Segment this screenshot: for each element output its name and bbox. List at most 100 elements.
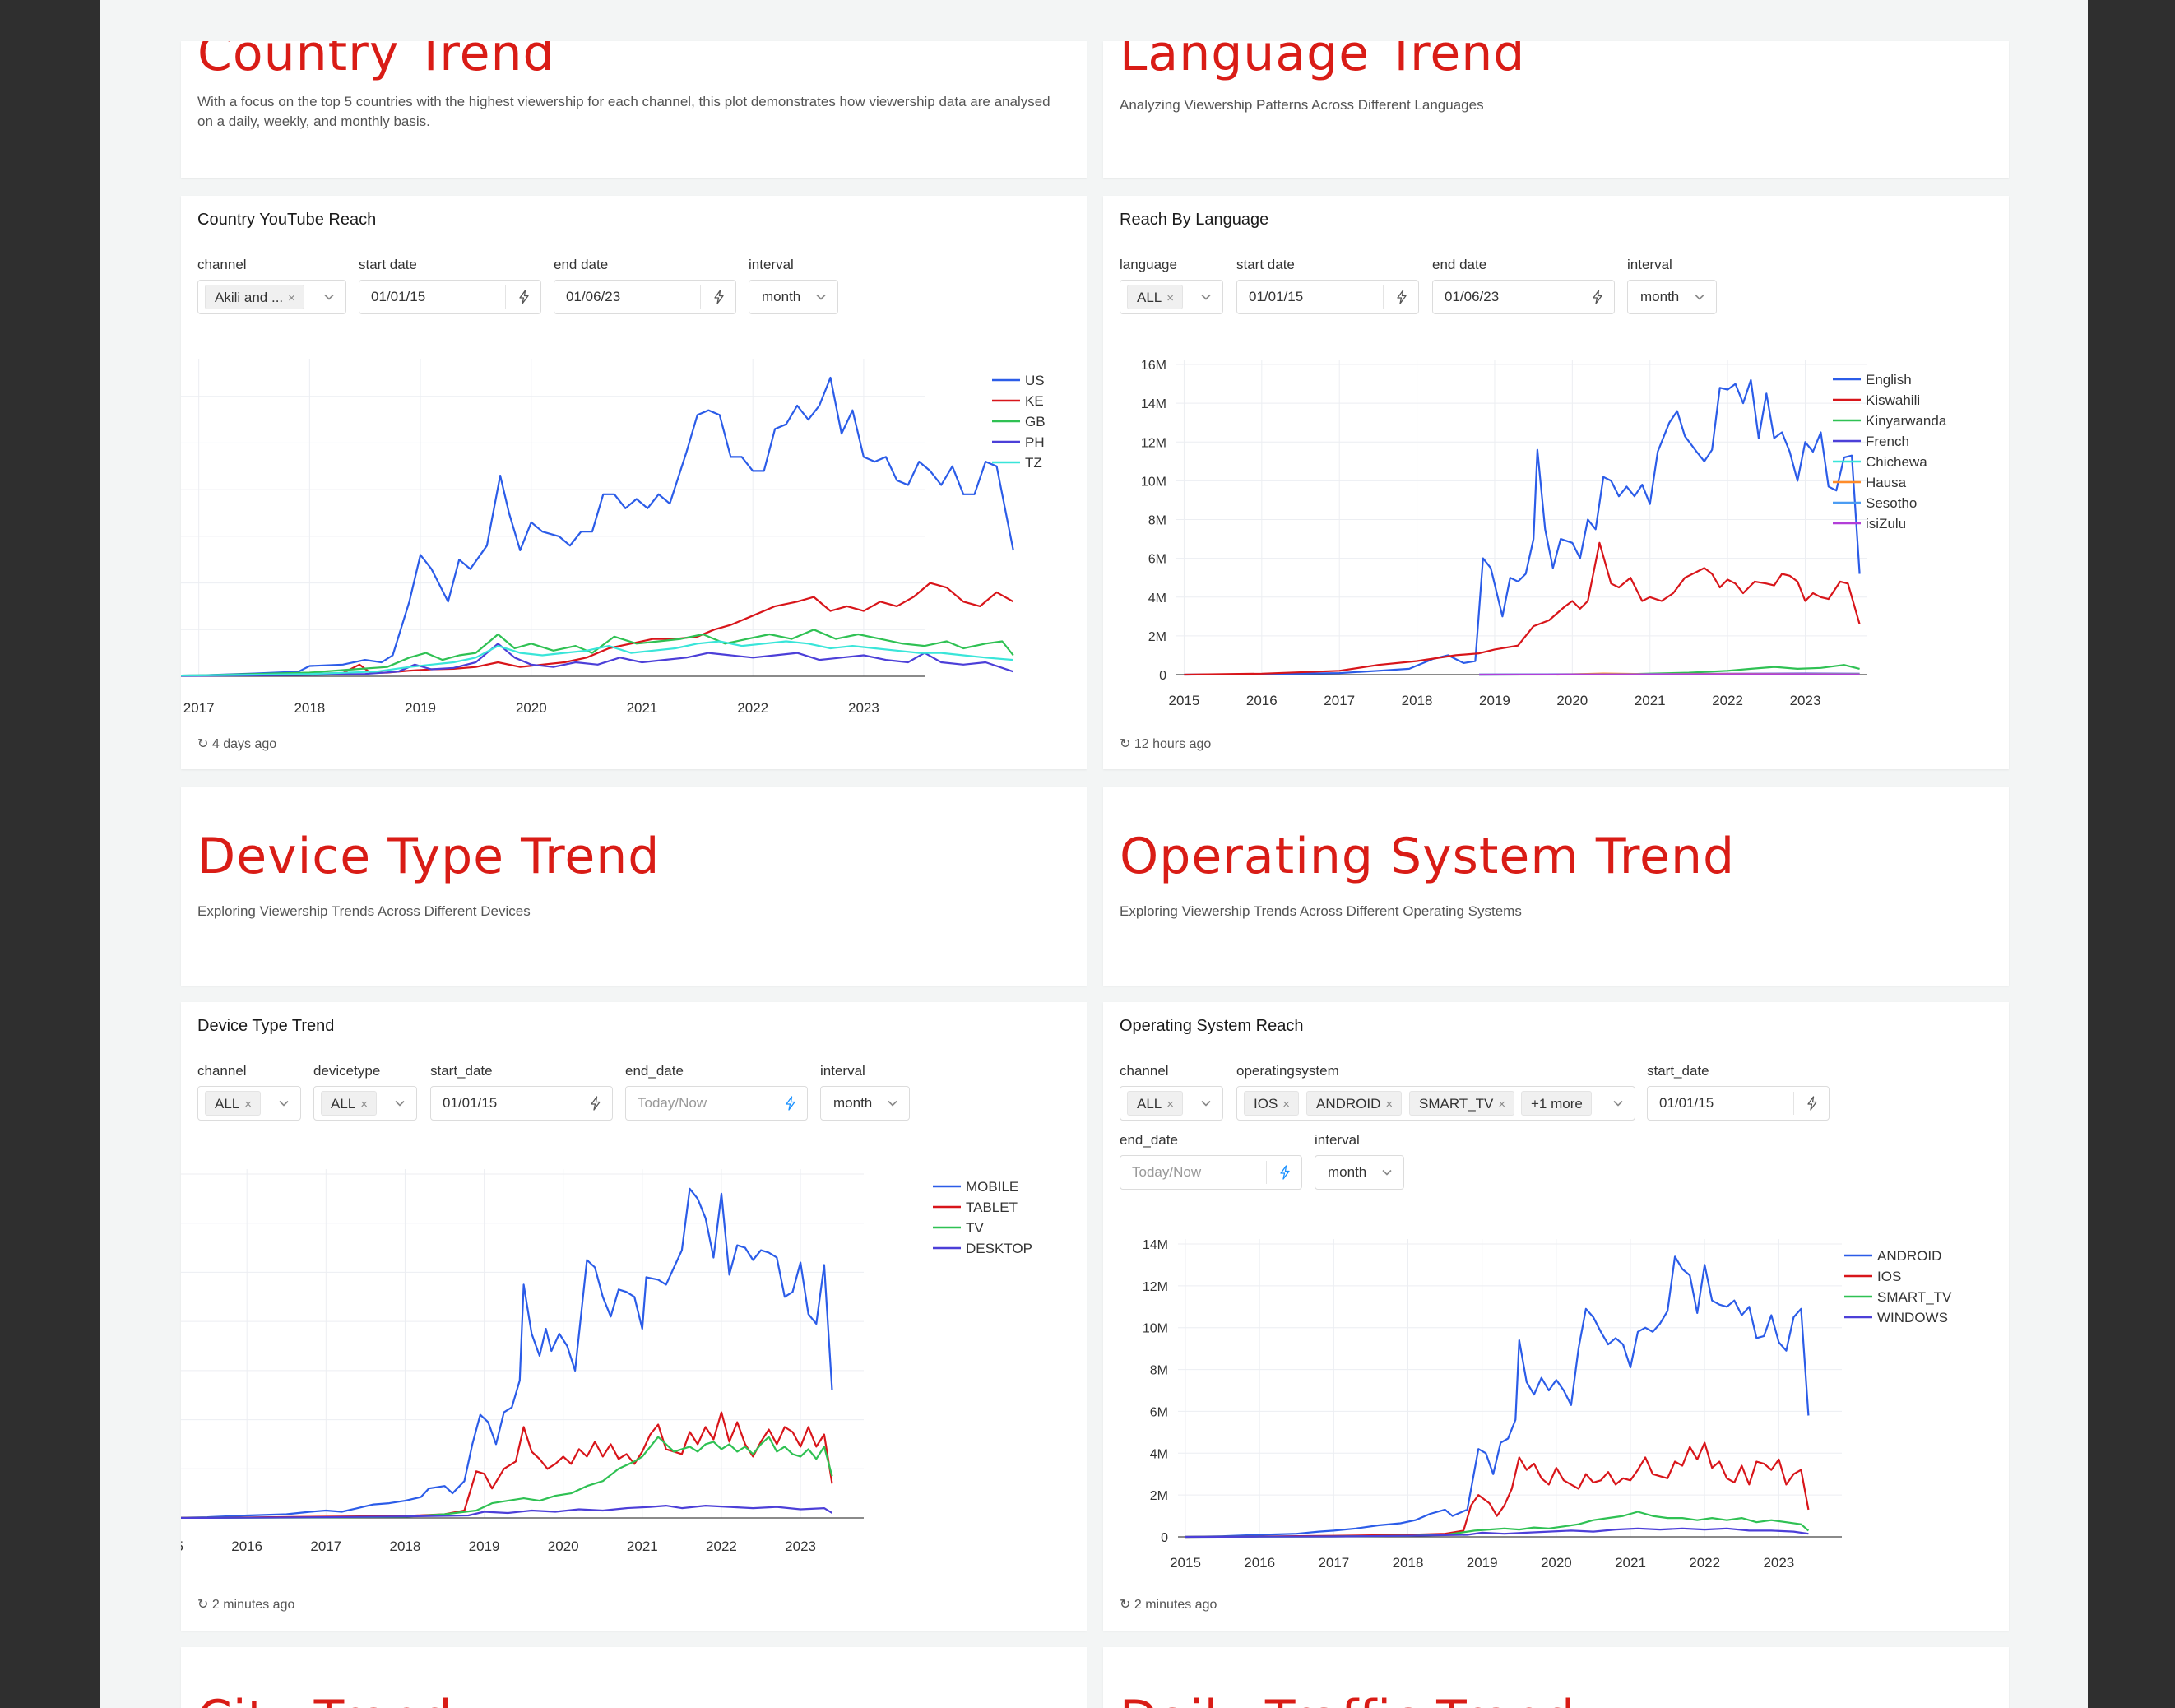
legend-label[interactable]: SMART_TV	[1877, 1289, 1952, 1305]
start-date-value: 01/01/15	[1659, 1095, 1714, 1111]
chevron-down-icon	[1198, 1095, 1214, 1112]
device-line-chart[interactable]: 20152016201720182019202020212022202302M4…	[181, 1002, 1087, 1631]
language-label: language	[1120, 257, 1177, 272]
channel-select[interactable]: ALL ×	[197, 1086, 301, 1121]
os-line-chart[interactable]: 2015 2016 2017 2018 2019 2020 2021 2022 2023 0 2M 4…	[1103, 1002, 2009, 1631]
series-line-desktop[interactable]	[181, 1505, 833, 1520]
legend-label[interactable]: Sesotho	[1866, 495, 1917, 511]
lightning-icon[interactable]	[782, 1095, 799, 1112]
legend-label[interactable]: PH	[1025, 434, 1045, 450]
legend-label[interactable]: English	[1866, 372, 1912, 388]
legend-label[interactable]: TV	[966, 1220, 984, 1236]
series-line-tv[interactable]	[181, 1436, 833, 1520]
series-line-android[interactable]	[1185, 1255, 1810, 1539]
series-line-mobile[interactable]	[181, 1187, 833, 1519]
lightning-icon[interactable]	[516, 289, 532, 305]
remove-tag-icon[interactable]: ×	[360, 1098, 369, 1112]
language-trend-description: Analyzing Viewership Patterns Across Dif…	[1120, 97, 1484, 113]
start-date-picker[interactable]: 01/01/15	[359, 280, 541, 314]
legend-label[interactable]: TZ	[1025, 455, 1042, 471]
interval-value: month	[1640, 289, 1680, 304]
lightning-icon[interactable]	[711, 289, 727, 305]
y-tick-label: 4M	[1148, 592, 1166, 606]
lightning-icon[interactable]	[1804, 1095, 1820, 1112]
start-date-value: 01/01/15	[443, 1095, 498, 1111]
legend-label[interactable]: IOS	[1877, 1269, 1901, 1284]
devicetype-label: devicetype	[313, 1063, 381, 1079]
series-line-ios[interactable]	[1185, 1441, 1810, 1539]
language-tag: ALL ×	[1127, 285, 1184, 309]
x-tick-label: 2017	[1324, 693, 1355, 708]
legend-label[interactable]: French	[1866, 434, 1909, 449]
x-tick-label: 2023	[1790, 693, 1821, 708]
series-line-english[interactable]	[1184, 378, 1861, 676]
refresh-icon: ↻	[197, 737, 209, 751]
dashboard-page: Country Trend With a focus on the top 5 …	[100, 0, 2088, 1708]
start-date-picker[interactable]: 01/01/15	[1236, 280, 1419, 314]
legend-label[interactable]: MOBILE	[966, 1179, 1018, 1195]
legend: English Kiswahili Kinyarwanda French Chichew…	[1833, 372, 1947, 531]
series-line-smart_tv[interactable]	[1185, 1511, 1810, 1539]
country-line-chart[interactable]: 2016201720182019202020212022202301M2M3M4…	[181, 196, 1087, 769]
end-date-picker[interactable]: Today/Now	[625, 1086, 808, 1121]
x-tick-label: 2016	[1244, 1555, 1275, 1571]
x-tick-label: 2019	[469, 1539, 500, 1554]
legend-label[interactable]: WINDOWS	[1877, 1310, 1948, 1325]
language-line-chart[interactable]: 2015 2016 2017 2018 2019 2020 2021 2022 2023 0 2M 4…	[1103, 196, 2009, 769]
remove-tag-icon[interactable]: ×	[1385, 1098, 1394, 1112]
series-line-tablet[interactable]	[181, 1411, 833, 1520]
devicetype-select[interactable]: ALL ×	[313, 1086, 417, 1121]
x-tick-label: 2015	[1170, 1555, 1201, 1571]
y-tick-label: 4M	[1150, 1447, 1168, 1461]
series-line-us[interactable]	[181, 376, 1014, 677]
chevron-down-icon	[884, 1095, 901, 1112]
end-date-picker[interactable]: Today/Now	[1120, 1155, 1302, 1190]
remove-tag-icon[interactable]: ×	[1166, 291, 1175, 305]
interval-select[interactable]: month	[820, 1086, 910, 1121]
end-date-picker[interactable]: 01/06/23	[554, 280, 736, 314]
remove-tag-icon[interactable]: ×	[244, 1098, 253, 1112]
interval-select[interactable]: month	[749, 280, 838, 314]
series-line-gb[interactable]	[181, 629, 1014, 677]
interval-select[interactable]: month	[1627, 280, 1717, 314]
remove-tag-icon[interactable]: ×	[1282, 1098, 1291, 1112]
legend-label[interactable]: TABLET	[966, 1200, 1018, 1215]
series-line-windows[interactable]	[1185, 1527, 1809, 1539]
last-updated: ↻ 4 days ago	[197, 737, 277, 751]
legend-label[interactable]: US	[1025, 373, 1045, 388]
legend-label[interactable]: Hausa	[1866, 475, 1907, 490]
start-date-picker[interactable]: 01/01/15	[430, 1086, 613, 1121]
operatingsystem-select[interactable]: IOS × ANDROID × SMART_TV × +1 more	[1236, 1086, 1635, 1121]
legend-label[interactable]: isiZulu	[1866, 516, 1906, 531]
remove-tag-icon[interactable]: ×	[288, 291, 295, 305]
lightning-icon[interactable]	[587, 1095, 604, 1112]
x-tick-label: 2017	[310, 1539, 341, 1554]
channel-tag: ALL ×	[1127, 1091, 1184, 1116]
legend-label[interactable]: DESKTOP	[966, 1241, 1032, 1256]
lightning-icon[interactable]	[1394, 289, 1410, 305]
remove-tag-icon[interactable]: ×	[1498, 1098, 1506, 1112]
legend-label[interactable]: KE	[1025, 393, 1044, 409]
channel-select[interactable]: Akili and ... ×	[197, 280, 346, 314]
end-date-picker[interactable]: 01/06/23	[1432, 280, 1615, 314]
legend-label[interactable]: Chichewa	[1866, 454, 1927, 470]
legend-label[interactable]: Kinyarwanda	[1866, 413, 1947, 429]
start-date-picker[interactable]: 01/01/15	[1647, 1086, 1830, 1121]
legend-label[interactable]: GB	[1025, 414, 1046, 429]
last-updated: ↻ 2 minutes ago	[1120, 1598, 1217, 1612]
series-line-kiswahili[interactable]	[1184, 541, 1861, 676]
x-tick-label: 2022	[1689, 1555, 1720, 1571]
last-updated: ↻ 12 hours ago	[1120, 737, 1212, 751]
language-select[interactable]: ALL ×	[1120, 280, 1223, 314]
os-trend-header: Operating System Trend Exploring Viewers…	[1103, 787, 2009, 986]
lightning-icon[interactable]	[1589, 289, 1606, 305]
remove-tag-icon[interactable]: ×	[1166, 1098, 1175, 1112]
lightning-icon[interactable]	[1277, 1164, 1293, 1181]
legend-label[interactable]: ANDROID	[1877, 1248, 1941, 1264]
series-line-tz[interactable]	[181, 640, 1013, 677]
series-line-ph[interactable]	[181, 643, 1014, 677]
legend-label[interactable]: Kiswahili	[1866, 392, 1920, 408]
interval-select[interactable]: month	[1315, 1155, 1404, 1190]
start-date-label: start date	[359, 257, 417, 272]
channel-select[interactable]: ALL ×	[1120, 1086, 1223, 1121]
